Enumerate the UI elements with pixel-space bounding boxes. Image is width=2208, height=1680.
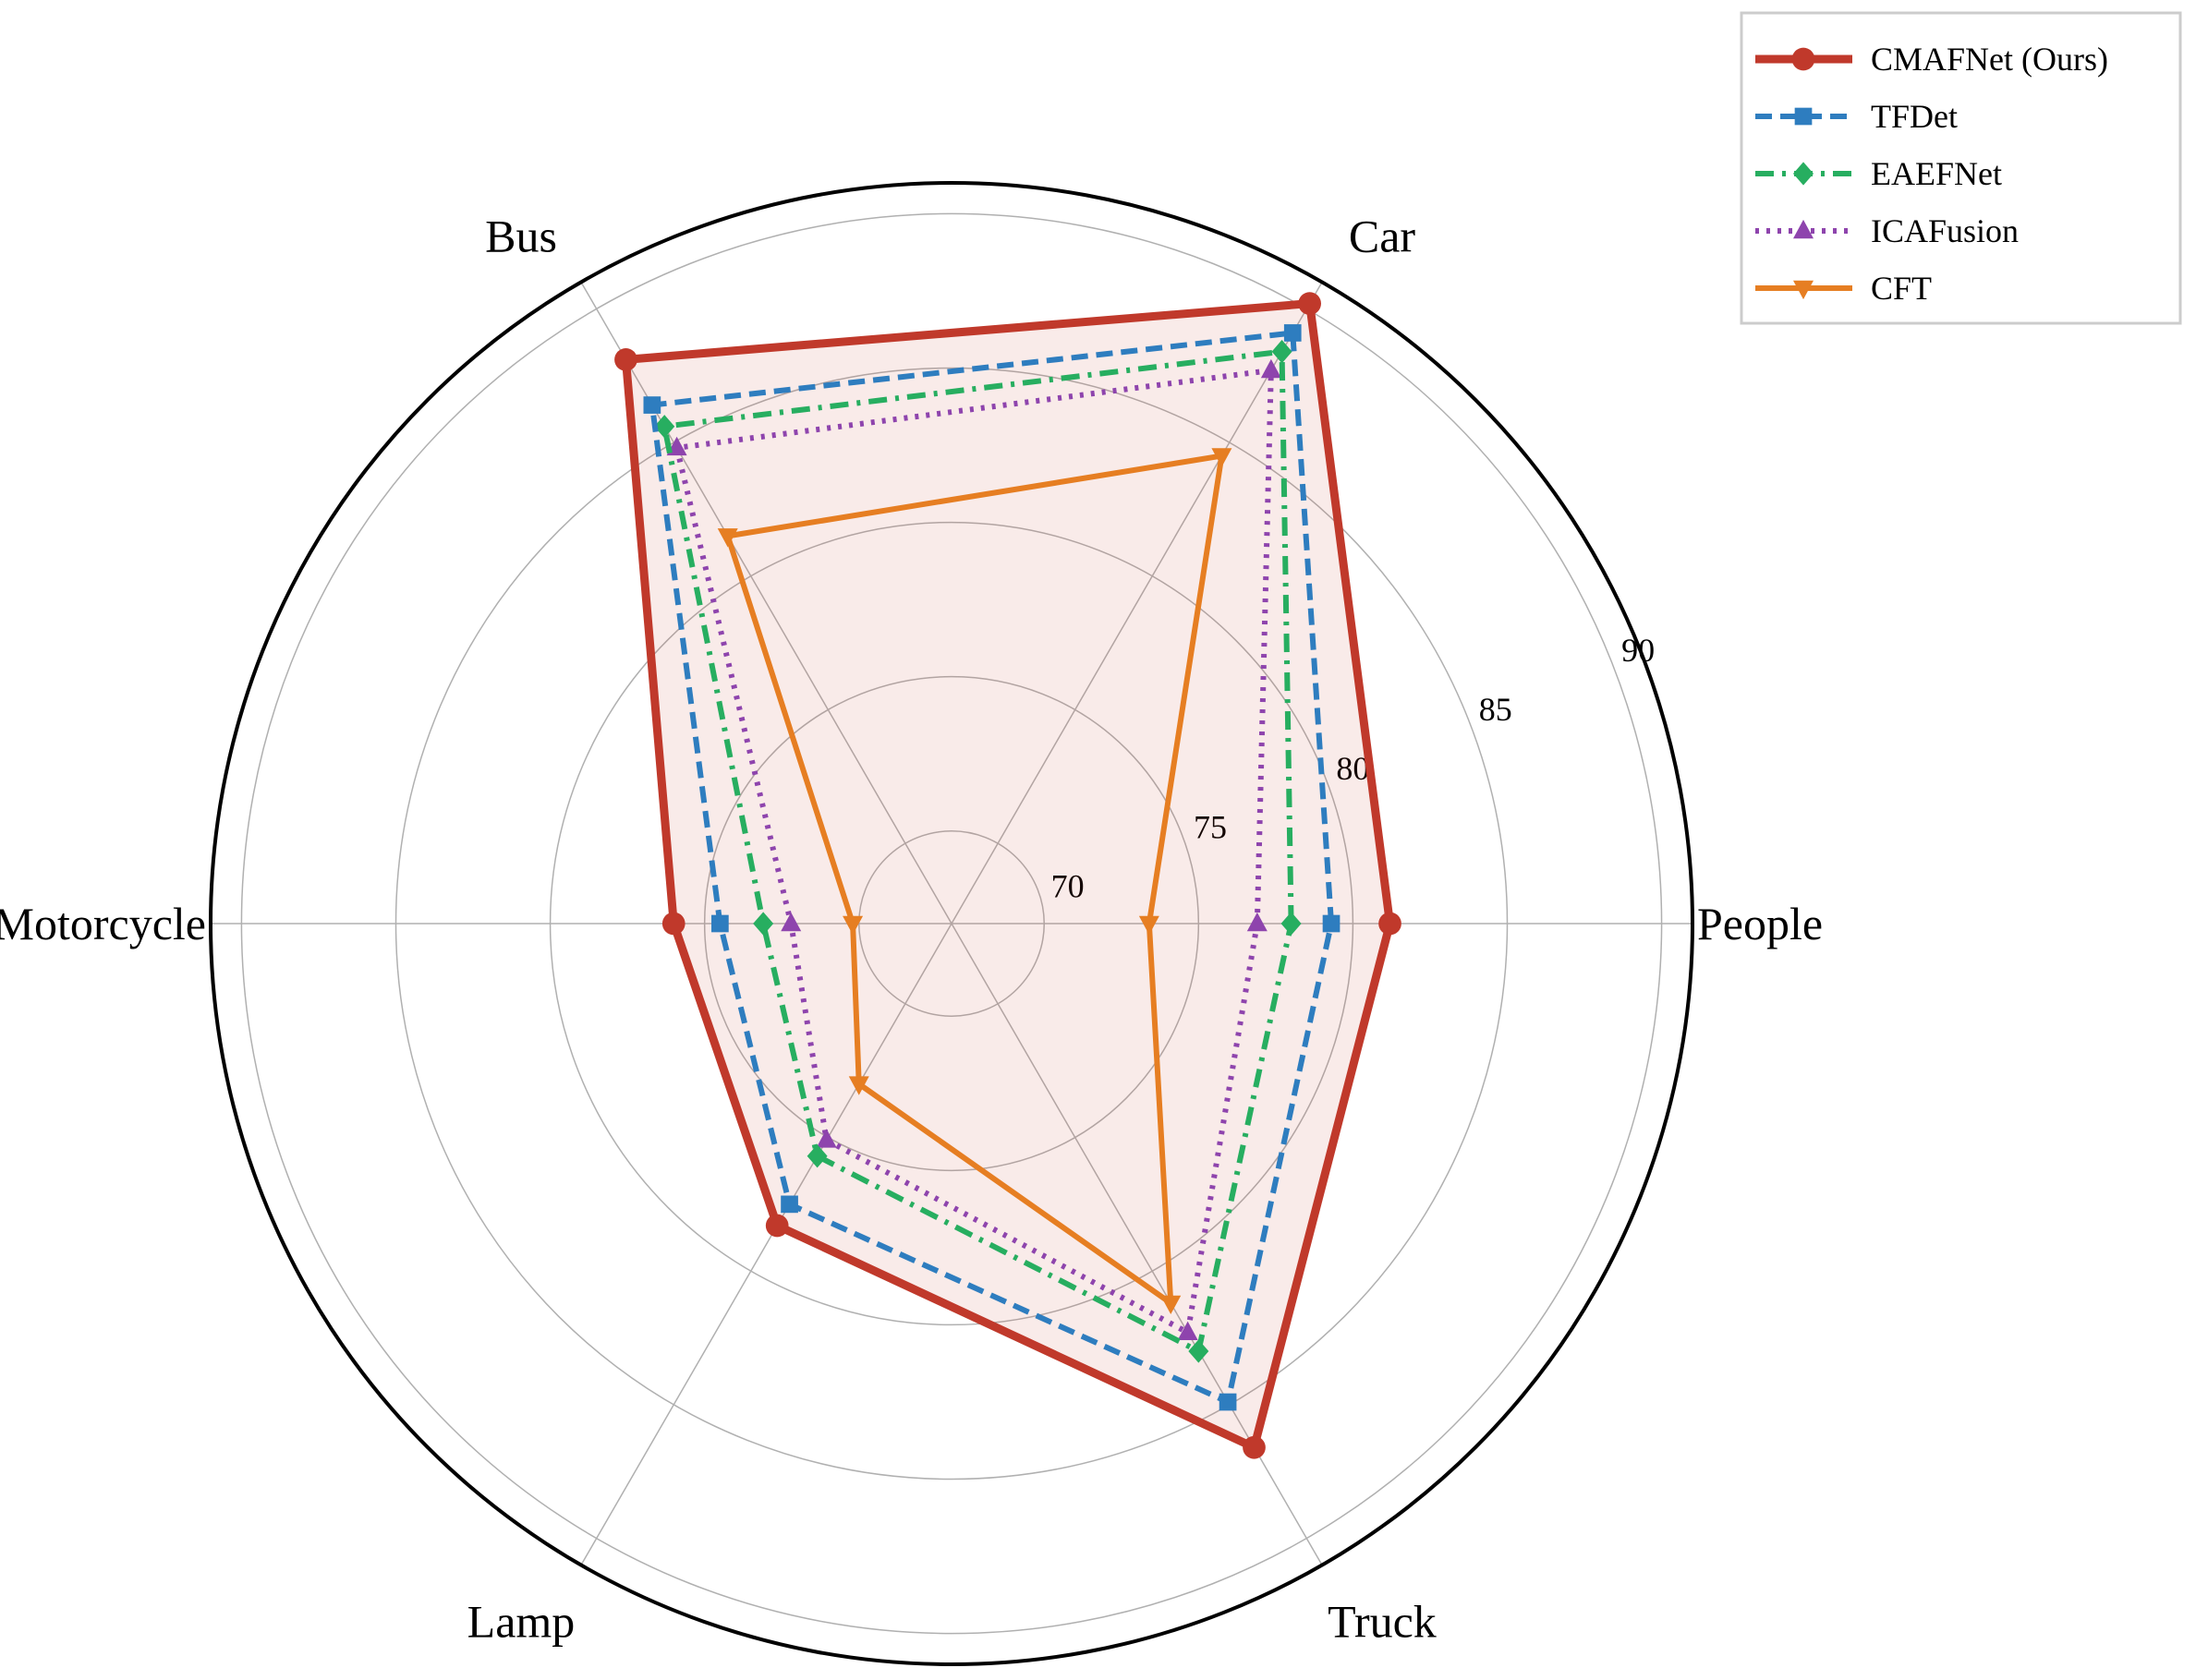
outer-frame [209,181,1694,1666]
point-cft-bus [717,528,738,548]
legend-frame [1740,11,2182,325]
legend-marker-tfdet [1794,107,1813,126]
tick-label-70: 70 [1051,868,1085,905]
point-tfdet-people [1322,914,1341,933]
category-label-bus: Bus [485,211,557,262]
category-label-lamp: Lamp [467,1595,576,1647]
point-eaefnet-car [1271,340,1292,364]
legend-entry-icafusion: ICAFusion [1755,212,2019,249]
axis-label-layer: People Car Bus Motorcycle Lamp Truck [0,211,1823,1648]
category-label-truck: Truck [1328,1595,1437,1647]
tick-label-90: 90 [1621,632,1655,669]
point-icafusion-truck [1177,1321,1198,1341]
legend-label-eaefnet: EAEFNet [1871,155,2002,192]
legend-label-icafusion: ICAFusion [1871,212,2019,249]
point-tfdet-motorcycle [711,914,729,933]
legend-entry-tfdet: TFDet [1755,98,1958,135]
tick-label-75: 75 [1194,809,1227,846]
legend: CMAFNet (Ours) TFDet EAEFNet ICAFusion CFT [1740,11,2182,325]
legend-label-tfdet: TFDet [1871,98,1958,135]
point-eaefnet-motorcycle [753,912,774,936]
legend-marker-cmafnet-ours [1791,47,1815,71]
point-cmafnet-ours-motorcycle [661,912,685,936]
point-cmafnet-ours-car [1298,292,1321,315]
series-layer [614,292,1401,1459]
series-cft [717,448,1232,1315]
point-icafusion-motorcycle [781,912,802,932]
point-icafusion-car [1260,358,1281,379]
point-tfdet-car [1283,324,1302,342]
point-cmafnet-ours-lamp [765,1214,789,1238]
point-icafusion-people [1246,912,1268,932]
point-cft-truck [1160,1295,1182,1315]
series-tfdet [643,324,1341,1411]
point-cmafnet-ours-people [1378,912,1401,936]
legend-entry-eaefnet: EAEFNet [1755,155,2002,192]
category-label-motorcycle: Motorcycle [0,898,206,949]
point-eaefnet-people [1280,912,1302,936]
legend-label-cft: CFT [1871,270,1932,307]
legend-entry-cmafnet-ours: CMAFNet (Ours) [1755,41,2108,78]
legend-marker-eaefnet [1793,162,1814,186]
point-cft-car [1211,448,1232,467]
series-fill-cmafnet-ours [625,303,1390,1448]
point-cft-people [1138,915,1159,936]
point-cmafnet-ours-truck [1243,1435,1266,1459]
point-eaefnet-truck [1188,1339,1209,1363]
tick-label-85: 85 [1479,691,1512,728]
series-eaefnet [654,340,1302,1363]
series-cmafnet-ours [614,292,1401,1459]
spoke-car [951,282,1323,925]
spoke-lamp [580,923,952,1565]
category-label-car: Car [1349,211,1416,262]
point-eaefnet-bus [654,415,675,439]
category-label-people: People [1697,898,1823,949]
spoke-truck [951,923,1323,1565]
grid-layer [209,181,1694,1666]
legend-marker-cft [1793,280,1814,300]
point-cft-lamp [848,1076,869,1095]
point-tfdet-bus [643,396,661,414]
point-tfdet-truck [1219,1393,1237,1411]
point-cft-motorcycle [843,915,864,936]
point-icafusion-lamp [816,1129,837,1148]
point-tfdet-lamp [781,1195,798,1214]
spoke-bus [580,282,952,925]
tick-label-80: 80 [1336,750,1369,787]
legend-label-cmafnet-ours: CMAFNet (Ours) [1871,41,2108,78]
legend-marker-icafusion [1793,219,1814,239]
legend-entry-cft: CFT [1755,270,1932,307]
point-cmafnet-ours-bus [614,348,637,371]
point-eaefnet-lamp [807,1144,828,1168]
tick-label-layer: 70 75 80 85 90 [1051,632,1655,905]
